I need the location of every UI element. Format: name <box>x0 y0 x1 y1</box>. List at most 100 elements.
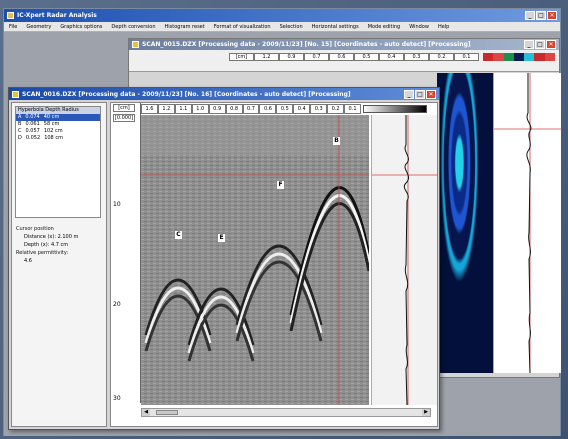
row-id: B <box>18 121 22 127</box>
marker-c[interactable]: C <box>175 231 182 239</box>
list-header: Hyperbola Depth Radius <box>16 107 100 114</box>
marker-b[interactable]: B <box>333 137 340 145</box>
scale-cell: 0.7 <box>304 53 329 61</box>
front-close-button[interactable]: ✕ <box>426 89 436 99</box>
depth-ruler: [cm] [0.000] 10 20 30 <box>111 103 141 403</box>
back-trace-panel <box>493 73 562 374</box>
scale-cell: 0.7 <box>242 104 260 114</box>
minimize-button[interactable]: _ <box>525 11 535 20</box>
scale-cell: 0.3 <box>310 104 328 114</box>
scale-cell: 1.6 <box>141 104 158 114</box>
row-radius: 102 cm <box>43 128 63 134</box>
back-trace-waveform <box>494 73 562 374</box>
doc-icon <box>12 90 19 98</box>
menu-geometry[interactable]: Geometry <box>26 23 52 30</box>
depth-tick-30: 30 <box>113 395 121 402</box>
app-icon <box>7 12 14 19</box>
scale-cell: 1.1 <box>174 104 192 114</box>
menu-file[interactable]: File <box>9 23 18 30</box>
scale-cell: 0.4 <box>293 104 311 114</box>
scroll-left-icon[interactable]: ◀ <box>142 409 150 416</box>
front-minimize-button[interactable]: _ <box>404 89 414 99</box>
menubar: File Geometry Graphics options Depth con… <box>4 22 560 32</box>
menu-horizontal-settings[interactable]: Horizontal settings <box>311 23 359 30</box>
distance-label: Distance (x): <box>24 234 56 240</box>
color-scale-bar <box>483 53 555 61</box>
radargram-image[interactable]: C E F B <box>141 115 369 405</box>
permittivity-label: Relative permittivity: <box>16 250 69 256</box>
menu-window[interactable]: Window <box>409 23 429 30</box>
scale-cell: 0.1 <box>344 104 361 114</box>
scale-cell: 0.8 <box>225 104 243 114</box>
front-maximize-button[interactable]: □ <box>415 89 425 99</box>
unit-sub-label: [0.000] <box>113 114 135 122</box>
scale-cell: 0.4 <box>379 53 404 61</box>
menu-selection[interactable]: Selection <box>279 23 303 30</box>
scale-cell: 0.5 <box>354 53 379 61</box>
back-titlebar[interactable]: SCAN_0015.DZX [Processing data - 2009/11… <box>129 39 559 50</box>
scroll-thumb[interactable] <box>156 410 178 415</box>
depth-tick-10: 10 <box>113 201 121 208</box>
row-depth: 0.052 <box>25 135 41 141</box>
radargram-area: [cm] [0.000] 10 20 30 1.6 1.2 1.1 1.0 0.… <box>110 102 438 427</box>
trace-panel <box>371 115 438 406</box>
menu-graphics-options[interactable]: Graphics options <box>60 23 103 30</box>
marker-f[interactable]: F <box>277 181 284 189</box>
marker-e[interactable]: E <box>218 234 225 242</box>
back-tomography-image[interactable] <box>437 73 493 373</box>
list-item[interactable]: A 0.074 40 cm <box>16 114 100 121</box>
scroll-right-icon[interactable]: ▶ <box>422 409 430 416</box>
menu-depth-conversion[interactable]: Depth conversion <box>111 23 156 30</box>
scale-cell: 0.2 <box>429 53 454 61</box>
front-document-window[interactable]: SCAN_0016.DZX [Processing data - 2009/11… <box>8 87 440 430</box>
scale-cell: 1.2 <box>157 104 175 114</box>
trace-waveform <box>372 115 438 406</box>
horizontal-scrollbar[interactable]: ◀ ▶ <box>141 408 431 417</box>
menu-format-visualization[interactable]: Format of visualization <box>213 23 271 30</box>
scale-cell: 0.9 <box>208 104 226 114</box>
back-unit: [cm] <box>229 53 254 61</box>
back-scale-bar: [cm] 1.2 0.9 0.7 0.6 0.5 0.4 0.3 0.2 0.1 <box>129 50 559 72</box>
scale-cell: 0.6 <box>329 53 354 61</box>
horizontal-scale: 1.6 1.2 1.1 1.0 0.9 0.8 0.7 0.6 0.5 0.4 … <box>141 104 361 114</box>
back-minimize-button[interactable]: _ <box>524 40 534 49</box>
back-maximize-button[interactable]: □ <box>535 40 545 49</box>
row-radius: 108 cm <box>44 135 63 141</box>
row-depth: 0.061 <box>25 121 40 127</box>
scale-cell: 0.6 <box>259 104 277 114</box>
cursor-info: Cursor position Distance (x): 2.100 m De… <box>16 225 106 265</box>
close-button[interactable]: ✕ <box>547 11 557 20</box>
doc-icon <box>132 41 139 48</box>
depth-value: 4.7 cm <box>50 242 69 248</box>
row-radius: 40 cm <box>43 114 60 120</box>
back-close-button[interactable]: ✕ <box>546 40 556 49</box>
menu-histogram-reset[interactable]: Histogram reset <box>164 23 205 30</box>
list-item[interactable]: D 0.052 108 cm <box>16 135 100 142</box>
list-item[interactable]: C 0.057 102 cm <box>16 128 100 135</box>
front-titlebar[interactable]: SCAN_0016.DZX [Processing data - 2009/11… <box>9 88 439 100</box>
back-scale: [cm] 1.2 0.9 0.7 0.6 0.5 0.4 0.3 0.2 0.1 <box>229 53 479 61</box>
main-titlebar: IC-Xpert Radar Analysis _ □ ✕ <box>4 9 560 22</box>
menu-help[interactable]: Help <box>437 23 450 30</box>
depth-tick-20: 20 <box>113 301 121 308</box>
unit-label: [cm] <box>113 104 135 112</box>
scale-cell: 0.3 <box>404 53 429 61</box>
row-radius: 58 cm <box>43 121 60 127</box>
maximize-button[interactable]: □ <box>536 11 546 20</box>
hyperbola-list[interactable]: Hyperbola Depth Radius A 0.074 40 cm B 0… <box>15 106 101 218</box>
permittivity-value: 4.6 <box>24 258 32 264</box>
scale-cell: 0.9 <box>279 53 304 61</box>
scale-cell: 0.5 <box>276 104 294 114</box>
row-id: A <box>18 114 22 120</box>
row-id: D <box>18 135 22 141</box>
cursor-position-label: Cursor position <box>16 226 54 232</box>
scale-cell: 1.2 <box>254 53 279 61</box>
row-id: C <box>18 128 22 134</box>
grayscale-bar[interactable] <box>363 105 427 113</box>
front-window-title: SCAN_0016.DZX [Processing data - 2009/11… <box>22 90 351 98</box>
row-depth: 0.074 <box>25 114 40 120</box>
menu-mode-editing[interactable]: Mode editing <box>367 23 401 30</box>
list-item[interactable]: B 0.061 58 cm <box>16 121 100 128</box>
hyperbola-plot <box>141 115 369 405</box>
depth-label: Depth (x): <box>24 242 50 248</box>
